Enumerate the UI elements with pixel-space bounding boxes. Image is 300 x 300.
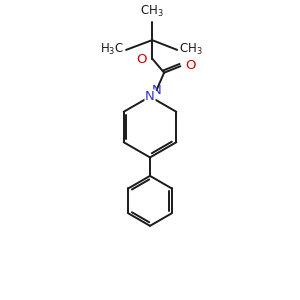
Text: N: N xyxy=(152,84,161,97)
Text: CH$_3$: CH$_3$ xyxy=(179,42,203,57)
Text: CH$_3$: CH$_3$ xyxy=(140,4,164,20)
Text: O: O xyxy=(185,58,195,72)
Text: O: O xyxy=(136,53,147,66)
Text: N: N xyxy=(145,90,155,103)
Text: H$_3$C: H$_3$C xyxy=(100,42,124,57)
